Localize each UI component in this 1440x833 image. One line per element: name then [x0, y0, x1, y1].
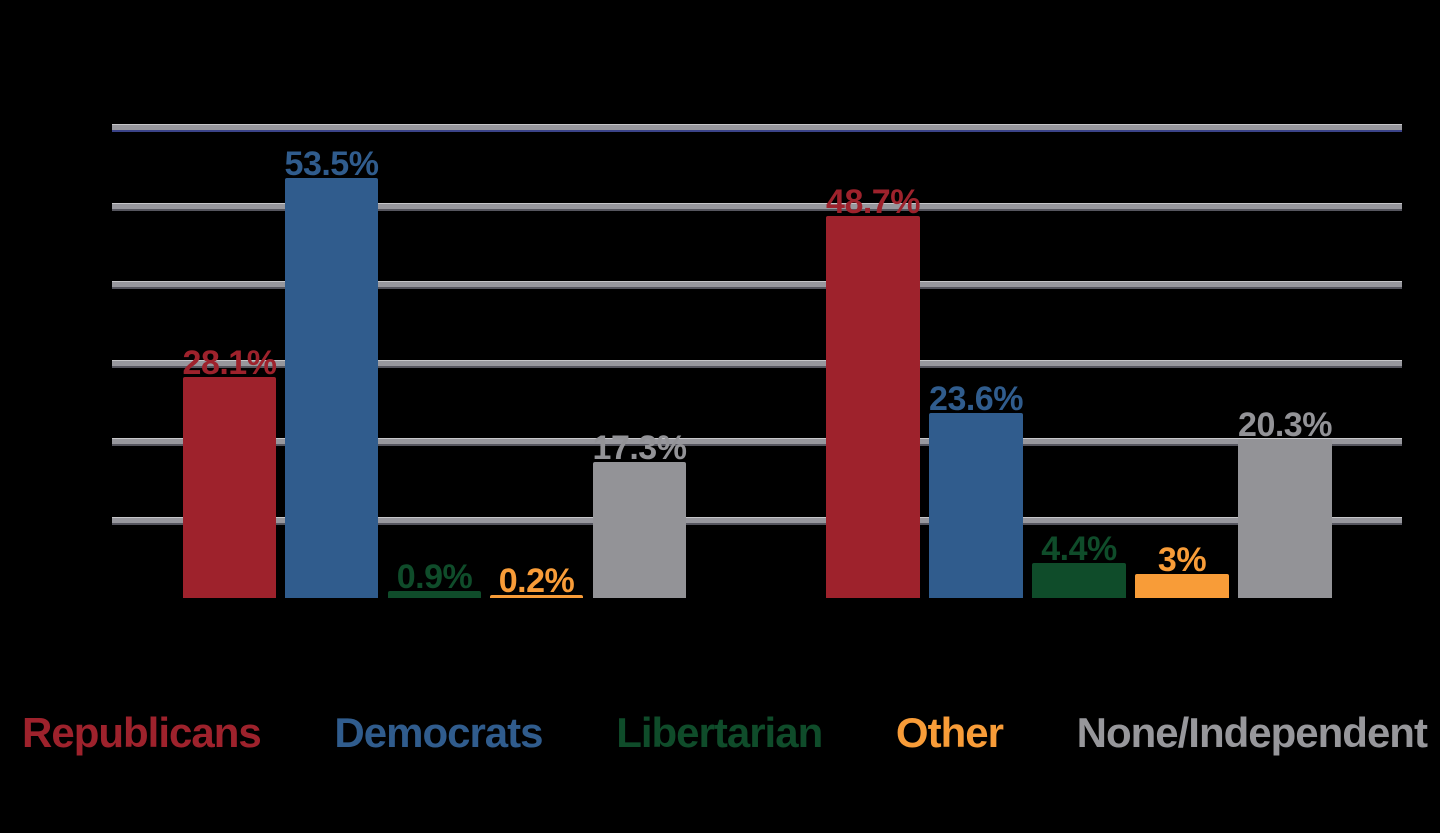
- legend: Republicans Democrats Libertarian Other None…: [22, 709, 1428, 756]
- bar-democrats-group2: [929, 412, 1023, 598]
- bar-none-independent-group1: [593, 462, 686, 598]
- legend-item-libertarian: Libertarian: [616, 709, 823, 756]
- value-label-other-group1: 0.2%: [498, 561, 575, 600]
- legend-item-none-independent: None/Independent: [1076, 709, 1428, 756]
- bar-other-group2: [1135, 574, 1229, 598]
- bar-democrats-group1: [285, 178, 378, 598]
- gridline-50-percent: [112, 202, 1402, 211]
- bar-republicans-group1: [183, 377, 276, 598]
- gridline-30-percent: [112, 359, 1402, 368]
- bar-libertarian-group1: [388, 590, 481, 598]
- value-label-democrats-group2: 23.6%: [929, 379, 1023, 418]
- value-label-none-independent-group1: 17.3%: [592, 429, 687, 468]
- gridline-40-percent: [112, 281, 1402, 289]
- value-label-libertarian-group1: 0.9%: [396, 557, 473, 596]
- legend-item-other: Other: [895, 709, 1004, 756]
- gridline-20-percent: [112, 438, 1402, 446]
- gridline-10-percent: [112, 516, 1402, 525]
- bar-republicans-group2: [826, 215, 920, 598]
- gridline-60-percent: [112, 124, 1402, 132]
- value-label-republicans-group2: 48.7%: [826, 182, 920, 221]
- legend-item-democrats: Democrats: [334, 709, 543, 756]
- value-label-democrats-group1: 53.5%: [284, 145, 379, 184]
- bar-other-group1: [490, 594, 583, 598]
- value-label-republicans-group1: 28.1%: [182, 344, 277, 383]
- value-label-none-independent-group2: 20.3%: [1238, 405, 1332, 444]
- bar-libertarian-group2: [1032, 563, 1126, 598]
- bar-none-independent-group2: [1238, 438, 1332, 598]
- value-label-libertarian-group2: 4.4%: [1041, 530, 1117, 569]
- legend-item-republicans: Republicans: [22, 709, 262, 756]
- value-label-other-group2: 3%: [1157, 541, 1207, 580]
